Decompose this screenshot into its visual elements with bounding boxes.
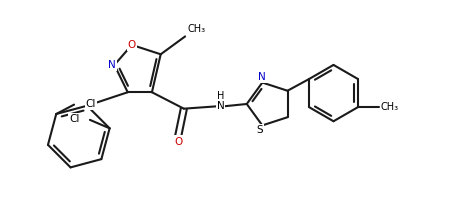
Text: S: S <box>256 125 263 135</box>
Text: CH₃: CH₃ <box>187 24 206 34</box>
Text: Cl: Cl <box>86 99 96 109</box>
Text: N: N <box>217 101 224 111</box>
Text: N: N <box>258 72 266 82</box>
Text: H: H <box>217 91 224 101</box>
Text: CH₃: CH₃ <box>381 102 399 112</box>
Text: O: O <box>128 40 136 50</box>
Text: O: O <box>174 137 182 147</box>
Text: Cl: Cl <box>69 114 80 124</box>
Text: N: N <box>108 60 116 70</box>
